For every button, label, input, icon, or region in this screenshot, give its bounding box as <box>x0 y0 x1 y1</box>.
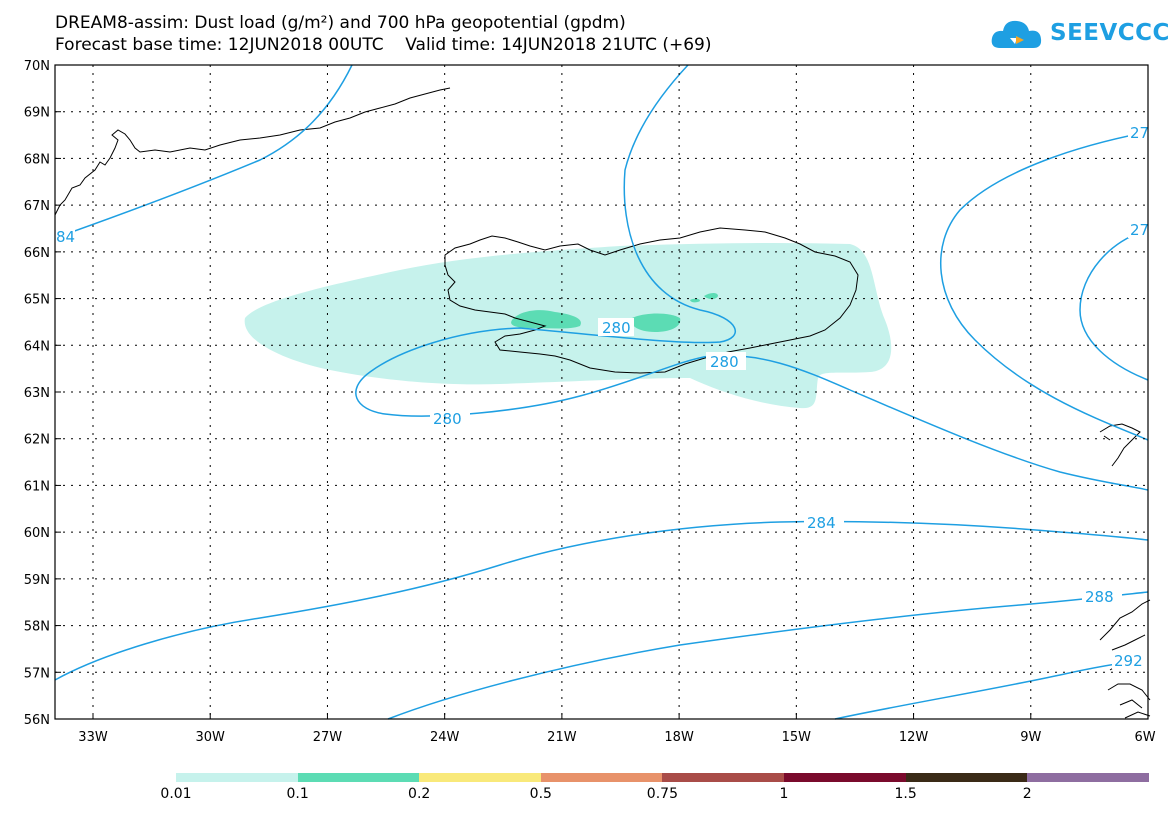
lat-label: 68N <box>24 152 50 167</box>
colorbar-label: 0.1 <box>286 786 309 802</box>
lat-label: 69N <box>24 106 50 121</box>
colorbar-segment <box>662 773 784 782</box>
lon-label: 18W <box>664 730 694 745</box>
colorbar <box>176 773 1149 782</box>
cloud-icon <box>991 20 1042 48</box>
lon-label: 33W <box>78 730 108 745</box>
map-title: DREAM8-assim: Dust load (g/m²) and 700 h… <box>55 13 626 33</box>
dust-area-mid-4 <box>690 298 700 303</box>
lat-label: 64N <box>24 339 50 354</box>
lat-label: 65N <box>24 293 50 308</box>
contour-label-276-a: 27 <box>1130 124 1149 142</box>
colorbar-segment <box>783 773 906 782</box>
colorbar-segment <box>1027 773 1149 782</box>
lat-label: 59N <box>24 573 50 588</box>
contour-label-280-a: 280 <box>602 319 631 337</box>
dust-area-mid-1 <box>511 310 581 329</box>
lon-label: 30W <box>196 730 226 745</box>
lon-label: 15W <box>782 730 812 745</box>
graticule <box>55 65 1148 719</box>
lat-label: 67N <box>24 199 50 214</box>
colorbar-segment <box>905 773 1028 782</box>
lat-label: 63N <box>24 386 50 401</box>
lat-label: 66N <box>24 246 50 261</box>
lat-label: 62N <box>24 433 50 448</box>
colorbar-segment <box>176 773 298 782</box>
colorbar-segment <box>419 773 541 782</box>
longitude-labels: 33W 30W 27W 24W 21W 18W 15W 12W 9W 6W <box>78 730 1155 745</box>
lon-label: 6W <box>1134 730 1155 745</box>
colorbar-segment <box>540 773 663 782</box>
colorbar-label: 2 <box>1022 786 1032 802</box>
colorbar-segment <box>297 773 420 782</box>
contour-288 <box>387 591 1149 720</box>
contour-label-280-c: 280 <box>433 410 462 428</box>
colorbar-label: 0.75 <box>646 786 678 802</box>
contour-label-292: 292 <box>1114 652 1143 670</box>
contour-label-276-b: 27 <box>1130 221 1149 239</box>
contour-280-loop <box>355 64 1149 491</box>
geopotential-contours <box>54 64 1149 720</box>
lon-label: 12W <box>899 730 929 745</box>
contour-292 <box>834 659 1149 720</box>
logo-text: SEEVCCC <box>1050 20 1170 46</box>
lat-label: 56N <box>24 713 50 728</box>
lon-label: 27W <box>313 730 343 745</box>
contour-284-west <box>54 64 353 239</box>
coastlines <box>54 87 1151 719</box>
dust-area-mid-2 <box>631 313 681 332</box>
contour-label-280-b: 280 <box>710 353 739 371</box>
lon-label: 9W <box>1020 730 1041 745</box>
contour-276-inner <box>1079 229 1149 381</box>
colorbar-label: 0.5 <box>529 786 552 802</box>
lon-label: 24W <box>430 730 460 745</box>
lat-label: 60N <box>24 526 50 541</box>
lat-label: 61N <box>24 479 50 494</box>
contour-label-284-a: 284 <box>807 514 836 532</box>
greenland-coast <box>54 87 451 216</box>
dust-shading <box>244 242 892 409</box>
contour-276-outer <box>940 131 1149 441</box>
map-subtitle: Forecast base time: 12JUN2018 00UTC Vali… <box>55 35 712 55</box>
lat-label: 70N <box>24 59 50 74</box>
axis-ticks <box>55 64 1149 720</box>
iceland-coast <box>444 227 859 374</box>
colorbar-label: 1 <box>779 786 789 802</box>
lat-label: 57N <box>24 666 50 681</box>
colorbar-label: 0.01 <box>160 786 192 802</box>
lat-label: 58N <box>24 620 50 635</box>
seevccc-logo <box>990 14 1150 58</box>
dust-area-mid-3 <box>704 293 718 299</box>
colorbar-label: 0.2 <box>408 786 431 802</box>
contour-labels: 280 280 280 284 84 288 27 27 292 <box>55 123 1149 670</box>
faroe-coast <box>1099 423 1141 467</box>
contour-label-284-b: 84 <box>56 228 75 246</box>
contour-label-288: 288 <box>1085 588 1114 606</box>
lon-label: 21W <box>547 730 577 745</box>
latitude-labels: 70N 69N 68N 67N 66N 65N 64N 63N 62N 61N 60N 59N 58N 5… <box>24 59 50 728</box>
colorbar-label: 1.5 <box>894 786 917 802</box>
contour-284-central <box>54 520 1149 681</box>
